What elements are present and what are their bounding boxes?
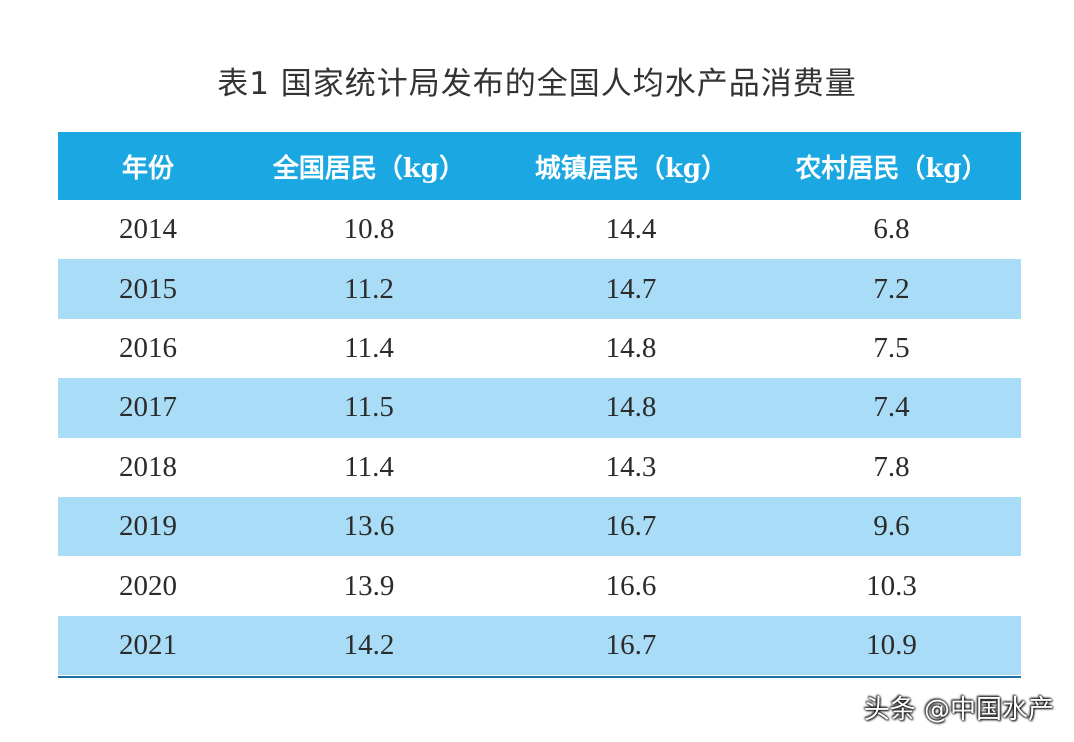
cell-year: 2020 (119, 569, 177, 602)
cell-urban: 14.3 (605, 450, 657, 483)
cell-urban: 14.4 (605, 213, 657, 246)
table-title: 表1 国家统计局发布的全国人均水产品消费量 (217, 66, 857, 102)
cell-rural: 6.8 (873, 213, 910, 246)
cell-urban: 16.7 (500, 496, 762, 557)
table-row: 2016 11.4 14.8 7.5 (58, 319, 1021, 378)
cell-national: 11.4 (344, 331, 394, 364)
header-rural: 农村居民（kg） (795, 153, 988, 184)
header-urban: 城镇居民（kg） (534, 153, 728, 184)
cell-rural: 10.3 (866, 569, 917, 602)
cell-national: 13.6 (238, 496, 500, 557)
cell-urban: 14.7 (500, 259, 762, 319)
header-national: 全国居民（kg） (272, 153, 466, 184)
cell-year: 2019 (58, 496, 238, 557)
cell-year: 2018 (119, 450, 177, 483)
table-row: 2020 13.9 16.6 10.3 (58, 556, 1021, 615)
cell-rural: 7.8 (873, 450, 910, 483)
cell-rural: 7.4 (762, 378, 1021, 438)
cell-national: 13.9 (343, 569, 395, 602)
table-body: 2014 10.8 14.4 6.8 2015 11.2 14.7 7.2 2016 11.4 14… (58, 200, 1021, 676)
cell-urban: 16.7 (500, 615, 762, 676)
cell-national: 11.4 (344, 450, 394, 483)
watermark: 头条 @中国水产 (863, 695, 1054, 725)
cell-year: 2015 (58, 259, 238, 319)
cell-year: 2016 (119, 331, 177, 364)
cell-national: 11.2 (238, 259, 500, 319)
cell-urban: 16.6 (605, 569, 657, 602)
cell-rural: 10.9 (762, 615, 1021, 676)
table-row: 2018 11.4 14.3 7.8 (58, 438, 1021, 497)
cell-year: 2014 (119, 213, 177, 246)
cell-urban: 14.8 (605, 331, 657, 364)
cell-national: 10.8 (343, 213, 395, 246)
bottom-rule (58, 676, 1021, 678)
table-row: 2021 14.2 16.7 10.9 (58, 615, 1021, 676)
header-year: 年份 (121, 153, 174, 184)
table-row: 2015 11.2 14.7 7.2 (58, 259, 1021, 319)
cell-rural: 7.5 (873, 331, 910, 364)
cell-year: 2017 (58, 378, 238, 438)
cell-urban: 14.8 (500, 378, 762, 438)
table-row: 2019 13.6 16.7 9.6 (58, 496, 1021, 557)
table-row: 2017 11.5 14.8 7.4 (58, 378, 1021, 438)
header-row: 年份 全国居民（kg） 城镇居民（kg） 农村居民（kg） (58, 132, 1021, 200)
cell-national: 14.2 (238, 615, 500, 676)
consumption-table: 年份 全国居民（kg） 城镇居民（kg） 农村居民（kg） 2014 10.8 14… (58, 132, 1021, 676)
cell-national: 11.5 (238, 378, 500, 438)
cell-rural: 9.6 (762, 496, 1021, 557)
table-row: 2014 10.8 14.4 6.8 (58, 200, 1021, 259)
cell-year: 2021 (58, 615, 238, 676)
cell-rural: 7.2 (762, 259, 1021, 319)
